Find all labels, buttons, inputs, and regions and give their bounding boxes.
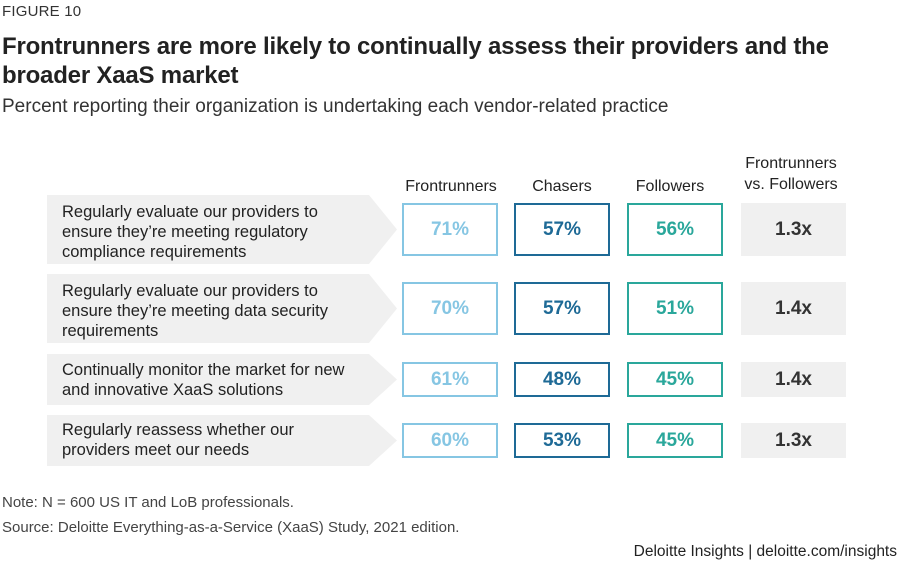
row-label-line: ensure they’re meeting regulatory bbox=[62, 223, 308, 241]
row-label-line: Regularly evaluate our providers to bbox=[62, 282, 318, 300]
row-label: Regularly evaluate our providers to ensur… bbox=[62, 281, 328, 341]
chart-subtitle: Percent reporting their organization is … bbox=[2, 96, 669, 117]
row-label-line: compliance requirements bbox=[62, 243, 247, 261]
row-label-line: ensure they’re meeting data security bbox=[62, 302, 328, 320]
row-label-background bbox=[47, 195, 397, 264]
source-text: Source: Deloitte Everything-as-a-Service… bbox=[2, 519, 460, 536]
table-row: Regularly evaluate our providers to ensur… bbox=[47, 195, 846, 264]
frontrunners-value: 60% bbox=[402, 423, 498, 458]
frontrunners-value: 71% bbox=[402, 203, 498, 256]
credit-text: Deloitte Insights | deloitte.com/insight… bbox=[633, 543, 897, 560]
column-header-followers: Followers bbox=[635, 178, 705, 195]
ratio-value: 1.4x bbox=[741, 282, 846, 335]
row-label: Regularly reassess whether our providers … bbox=[62, 420, 294, 460]
frontrunners-value: 70% bbox=[402, 282, 498, 335]
table-row: Regularly reassess whether our providers … bbox=[47, 415, 846, 466]
row-label-line: requirements bbox=[62, 322, 159, 340]
chasers-value: 53% bbox=[514, 423, 610, 458]
row-label-line: providers meet our needs bbox=[62, 441, 250, 459]
chasers-value: 57% bbox=[514, 282, 610, 335]
followers-value: 45% bbox=[627, 362, 723, 397]
row-label-background bbox=[47, 415, 397, 466]
row-label-line: Continually monitor the market for new bbox=[62, 361, 345, 379]
table-row: Regularly evaluate our providers to ensur… bbox=[47, 274, 846, 343]
column-header-chasers: Chasers bbox=[532, 178, 592, 195]
row-label-line: Regularly evaluate our providers to bbox=[62, 203, 318, 221]
column-header-ratio-line1: Frontrunners bbox=[745, 155, 837, 172]
followers-value: 45% bbox=[627, 423, 723, 458]
chasers-value: 48% bbox=[514, 362, 610, 397]
row-label-line: Regularly reassess whether our bbox=[62, 421, 295, 439]
ratio-value: 1.3x bbox=[741, 203, 846, 256]
followers-value: 56% bbox=[627, 203, 723, 256]
ratio-value: 1.4x bbox=[741, 362, 846, 397]
ratio-value: 1.3x bbox=[741, 423, 846, 458]
row-label-background bbox=[47, 354, 397, 405]
column-header-ratio: Frontrunners vs. Followers bbox=[728, 153, 854, 195]
column-header-frontrunners: Frontrunners bbox=[405, 178, 497, 195]
row-label: Continually monitor the market for new an… bbox=[62, 360, 344, 400]
row-label: Regularly evaluate our providers to ensur… bbox=[62, 202, 318, 262]
chart-title: Frontrunners are more likely to continua… bbox=[2, 33, 829, 89]
figure-label: FIGURE 10 bbox=[2, 3, 82, 20]
column-header-ratio-line2: vs. Followers bbox=[744, 176, 838, 193]
table-row: Continually monitor the market for new an… bbox=[47, 354, 846, 405]
note-text: Note: N = 600 US IT and LoB professional… bbox=[2, 494, 294, 511]
row-label-line: and innovative XaaS solutions bbox=[62, 381, 284, 399]
followers-value: 51% bbox=[627, 282, 723, 335]
frontrunners-value: 61% bbox=[402, 362, 498, 397]
row-label-background bbox=[47, 274, 397, 343]
chasers-value: 57% bbox=[514, 203, 610, 256]
